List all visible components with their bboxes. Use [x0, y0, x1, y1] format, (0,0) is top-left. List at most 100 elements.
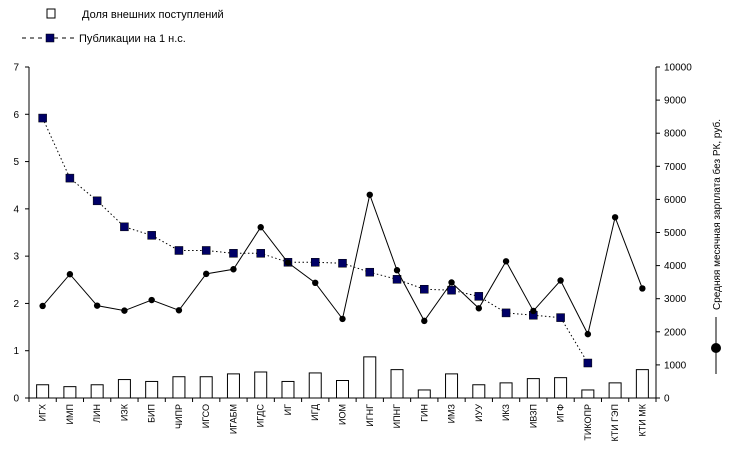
x-tick-label: ИУУ — [474, 404, 484, 422]
salary-point — [475, 305, 483, 312]
pubs-series — [38, 113, 593, 368]
left-tick-label: 1 — [13, 346, 19, 357]
salary-point — [312, 279, 319, 287]
salary-legend-marker — [711, 343, 721, 353]
legend-pubs-label: Публикации на 1 н.с. — [79, 33, 186, 45]
bar — [581, 389, 595, 399]
salary-point — [366, 191, 373, 198]
pubs-point — [174, 246, 184, 255]
bar — [635, 369, 649, 399]
pubs-point — [147, 231, 156, 240]
salary-point — [639, 285, 646, 292]
x-tick-label: ИМП — [65, 404, 75, 424]
right-tick-label: 10000 — [664, 63, 692, 74]
left-axis-ticks: 0 1 2 3 4 5 6 7 — [13, 63, 29, 405]
left-tick-label: 4 — [13, 204, 19, 215]
bar — [336, 380, 349, 399]
x-tick-label: ИМЗ — [447, 404, 457, 423]
bar — [254, 371, 268, 399]
x-tick-label: БИП — [147, 404, 157, 423]
right-axis-ticks: 0 1000 2000 3000 4000 5000 6000 7000 8000 9000 100… — [656, 63, 692, 405]
salary-point — [448, 279, 455, 286]
pubs-point — [392, 275, 402, 284]
left-tick-label: 7 — [13, 63, 19, 74]
bar — [526, 378, 540, 399]
left-tick-label: 0 — [13, 394, 19, 405]
bar — [172, 376, 186, 399]
bar — [36, 384, 50, 399]
bar — [445, 373, 459, 399]
pubs-point — [583, 358, 593, 368]
pubs-point — [310, 258, 320, 267]
salary-point — [257, 224, 264, 231]
salary-point — [339, 315, 346, 323]
x-tick-label: КТИ МК — [637, 403, 647, 436]
left-tick-label: 6 — [13, 110, 19, 121]
bar — [281, 380, 295, 399]
bar — [417, 389, 431, 399]
legend: Доля внешних поступлений Публикации на 1… — [22, 8, 224, 45]
right-tick-label: 6000 — [664, 195, 687, 206]
bar — [554, 377, 568, 399]
right-tick-label: 9000 — [664, 96, 687, 107]
left-tick-label: 3 — [13, 252, 19, 263]
right-tick-label: 3000 — [664, 294, 687, 305]
bar — [117, 379, 131, 399]
salary-series — [39, 191, 646, 338]
x-tick-label: ИГХ — [38, 404, 48, 421]
salary-point — [202, 270, 210, 278]
salary-point — [530, 307, 537, 315]
x-tick-label: ИПНГ — [392, 404, 402, 428]
right-tick-label: 1000 — [664, 360, 687, 371]
x-tick-label: ИКЗ — [501, 404, 511, 421]
salary-point — [611, 214, 619, 221]
x-tick-label: ИГДС — [256, 404, 266, 428]
bar — [199, 376, 213, 399]
bar — [363, 356, 377, 399]
bar — [226, 373, 240, 399]
pubs-point — [338, 258, 347, 268]
salary-point — [66, 271, 74, 278]
salary-point — [230, 266, 237, 273]
right-tick-label: 2000 — [664, 327, 687, 338]
bar — [608, 382, 622, 399]
x-tick-label: КТИ ГЭП — [610, 404, 620, 442]
x-axis-ticks: ИГХ ИМП ЛИН ИЗК БИП ЧИПР ИГСО ИГАБМ ИГДС ИГ ИГД ИОМ… — [28, 398, 657, 442]
pubs-point — [38, 113, 47, 123]
salary-point — [284, 259, 292, 266]
x-tick-label: ГИН — [419, 404, 429, 422]
right-axis-title: Средняя месячная зарплата без РК, руб. — [711, 119, 723, 310]
salary-point — [557, 277, 564, 284]
pubs-point — [65, 173, 75, 183]
salary-point — [421, 317, 428, 325]
x-tick-label: ИГСО — [201, 404, 211, 428]
legend-pubs-marker — [45, 33, 55, 43]
bar — [145, 380, 159, 399]
salary-point — [502, 258, 510, 265]
right-axis-legend: Средняя месячная зарплата без РК, руб. — [711, 119, 723, 374]
x-tick-label: ИГАБМ — [228, 404, 238, 434]
x-tick-label: ИГНГ — [365, 404, 375, 427]
pubs-point — [201, 246, 211, 255]
pubs-point — [474, 292, 484, 301]
salary-point — [175, 307, 183, 314]
salary-point — [39, 302, 46, 310]
x-tick-label: ЧИПР — [174, 404, 184, 429]
legend-bar-swatch — [46, 8, 56, 19]
legend-bar-label: Доля внешних поступлений — [82, 9, 224, 21]
pubs-point — [365, 267, 375, 277]
x-tick-label: ТИКОПР — [583, 404, 593, 441]
x-tick-label: ИЗК — [119, 403, 129, 421]
x-tick-label: ЛИН — [92, 404, 102, 423]
bar — [90, 384, 104, 399]
right-tick-label: 4000 — [664, 261, 687, 272]
bar — [499, 382, 513, 399]
bar — [472, 384, 486, 399]
bar-series — [36, 356, 649, 399]
pubs-point — [120, 222, 129, 232]
right-tick-label: 5000 — [664, 228, 687, 239]
x-tick-label: ИГ — [283, 404, 293, 415]
salary-point — [93, 302, 101, 309]
salary-point — [121, 307, 128, 314]
